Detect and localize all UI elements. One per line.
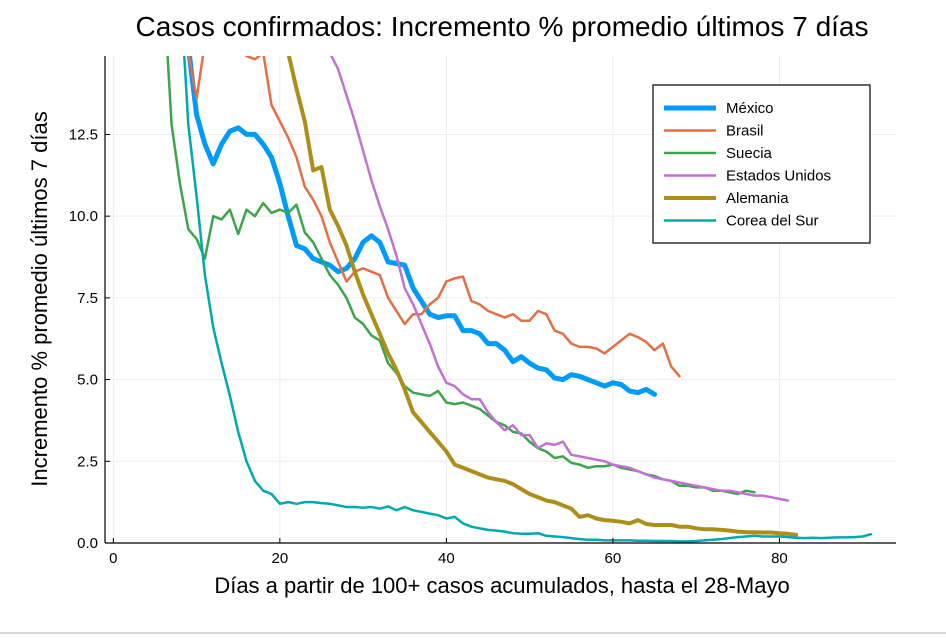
x-tick-label: 60 (605, 550, 622, 567)
legend-label-brasil: Brasil (726, 123, 764, 140)
x-tick-label: 80 (771, 550, 788, 567)
series-line-estados-unidos (330, 56, 790, 502)
y-tick-label: 7.5 (77, 290, 98, 307)
series-line-suecia (166, 56, 756, 496)
legend-label-corea-del-sur: Corea del Sur (726, 213, 819, 230)
x-axis-label: Días a partir de 100+ casos acumulados, … (214, 573, 789, 598)
y-tick-label: 0.0 (77, 535, 98, 552)
tick-labels: 0 20 40 60 80 0.0 2.5 5.0 7.5 10.0 12.5 (69, 126, 788, 567)
series-line-brasil (187, 56, 681, 378)
y-tick-label: 2.5 (77, 453, 98, 470)
axes (104, 56, 896, 544)
series-line-alemania (286, 56, 799, 537)
legend-box (652, 84, 871, 244)
legend: México Brasil Suecia Estados Unidos Alemania… (652, 84, 871, 244)
series-layer (166, 56, 873, 543)
x-tick-label: 40 (438, 550, 455, 567)
y-tick-label: 12.5 (69, 126, 98, 143)
bottom-divider (0, 632, 946, 634)
x-tick-label: 20 (272, 550, 289, 567)
legend-label-suecia: Suecia (726, 145, 773, 162)
y-tick-label: 5.0 (77, 372, 98, 389)
series-line-corea-del-sur (183, 56, 873, 543)
legend-label-estados-unidos: Estados Unidos (726, 168, 831, 185)
y-axis-label: Incremento % promedio últimos 7 días (27, 111, 52, 486)
series-line-mexico (186, 56, 657, 397)
legend-label-alemania: Alemania (726, 190, 789, 207)
chart-title: Casos confirmados: Incremento % promedio… (136, 11, 869, 42)
x-tick-label: 0 (109, 550, 117, 567)
legend-label-mexico: México (726, 100, 774, 117)
y-tick-label: 10.0 (69, 208, 98, 225)
